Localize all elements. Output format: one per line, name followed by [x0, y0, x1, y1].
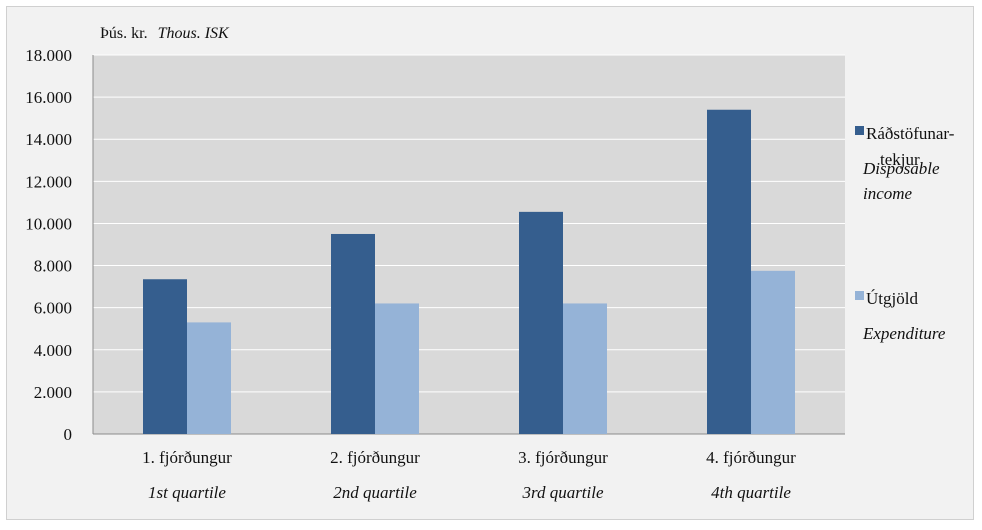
- x-tick-label: 2. fjórðungur: [330, 448, 420, 467]
- x-tick-label-en: 2nd quartile: [333, 483, 417, 502]
- legend-marker-2: [855, 291, 864, 300]
- bar-series-1-cat-1: [143, 279, 187, 434]
- bar-series-2-cat-3: [563, 303, 607, 434]
- x-tick-label-en: 1st quartile: [148, 483, 226, 502]
- unit-label-en: Thous. ISK: [158, 25, 230, 42]
- y-tick-label: 8.000: [34, 257, 72, 276]
- y-tick-label: 4.000: [34, 341, 72, 360]
- bar-series-2-cat-2: [375, 303, 419, 434]
- y-tick-label: 16.000: [25, 88, 72, 107]
- x-tick-label: 3. fjórðungur: [518, 448, 608, 467]
- y-tick-label: 10.000: [25, 214, 72, 233]
- y-tick-label: 2.000: [34, 383, 72, 402]
- legend-label-2: Útgjöld: [866, 289, 918, 308]
- unit-label-is: Þús. kr.: [100, 25, 148, 42]
- x-tick-label: 4. fjórðungur: [706, 448, 796, 467]
- y-tick-label: 14.000: [25, 130, 72, 149]
- x-tick-label-en: 4th quartile: [711, 483, 791, 502]
- bar-series-1-cat-2: [331, 233, 375, 434]
- y-tick-label: 18.000: [25, 46, 72, 65]
- x-tick-label: 1. fjórðungur: [142, 448, 232, 467]
- y-tick-label: 12.000: [25, 172, 72, 191]
- legend-label-en-1: Disposable: [862, 159, 940, 178]
- y-tick-label: 6.000: [34, 299, 72, 318]
- legend-label-en-1: income: [863, 184, 913, 203]
- unit-label: Þús. kr. Thous. ISK: [100, 25, 230, 42]
- y-tick-label: 0: [64, 425, 73, 444]
- bar-series-1-cat-3: [519, 211, 563, 434]
- legend-label-1: tekjur: [880, 150, 920, 169]
- bar-series-2-cat-4: [751, 270, 795, 434]
- bar-series-2-cat-1: [187, 322, 231, 434]
- x-tick-label-en: 3rd quartile: [521, 483, 604, 502]
- legend-marker-1: [855, 126, 864, 135]
- bar-series-1-cat-4: [707, 109, 751, 434]
- legend-label-1: Ráðstöfunar-: [866, 124, 955, 143]
- legend-label-en-2: Expenditure: [862, 324, 946, 343]
